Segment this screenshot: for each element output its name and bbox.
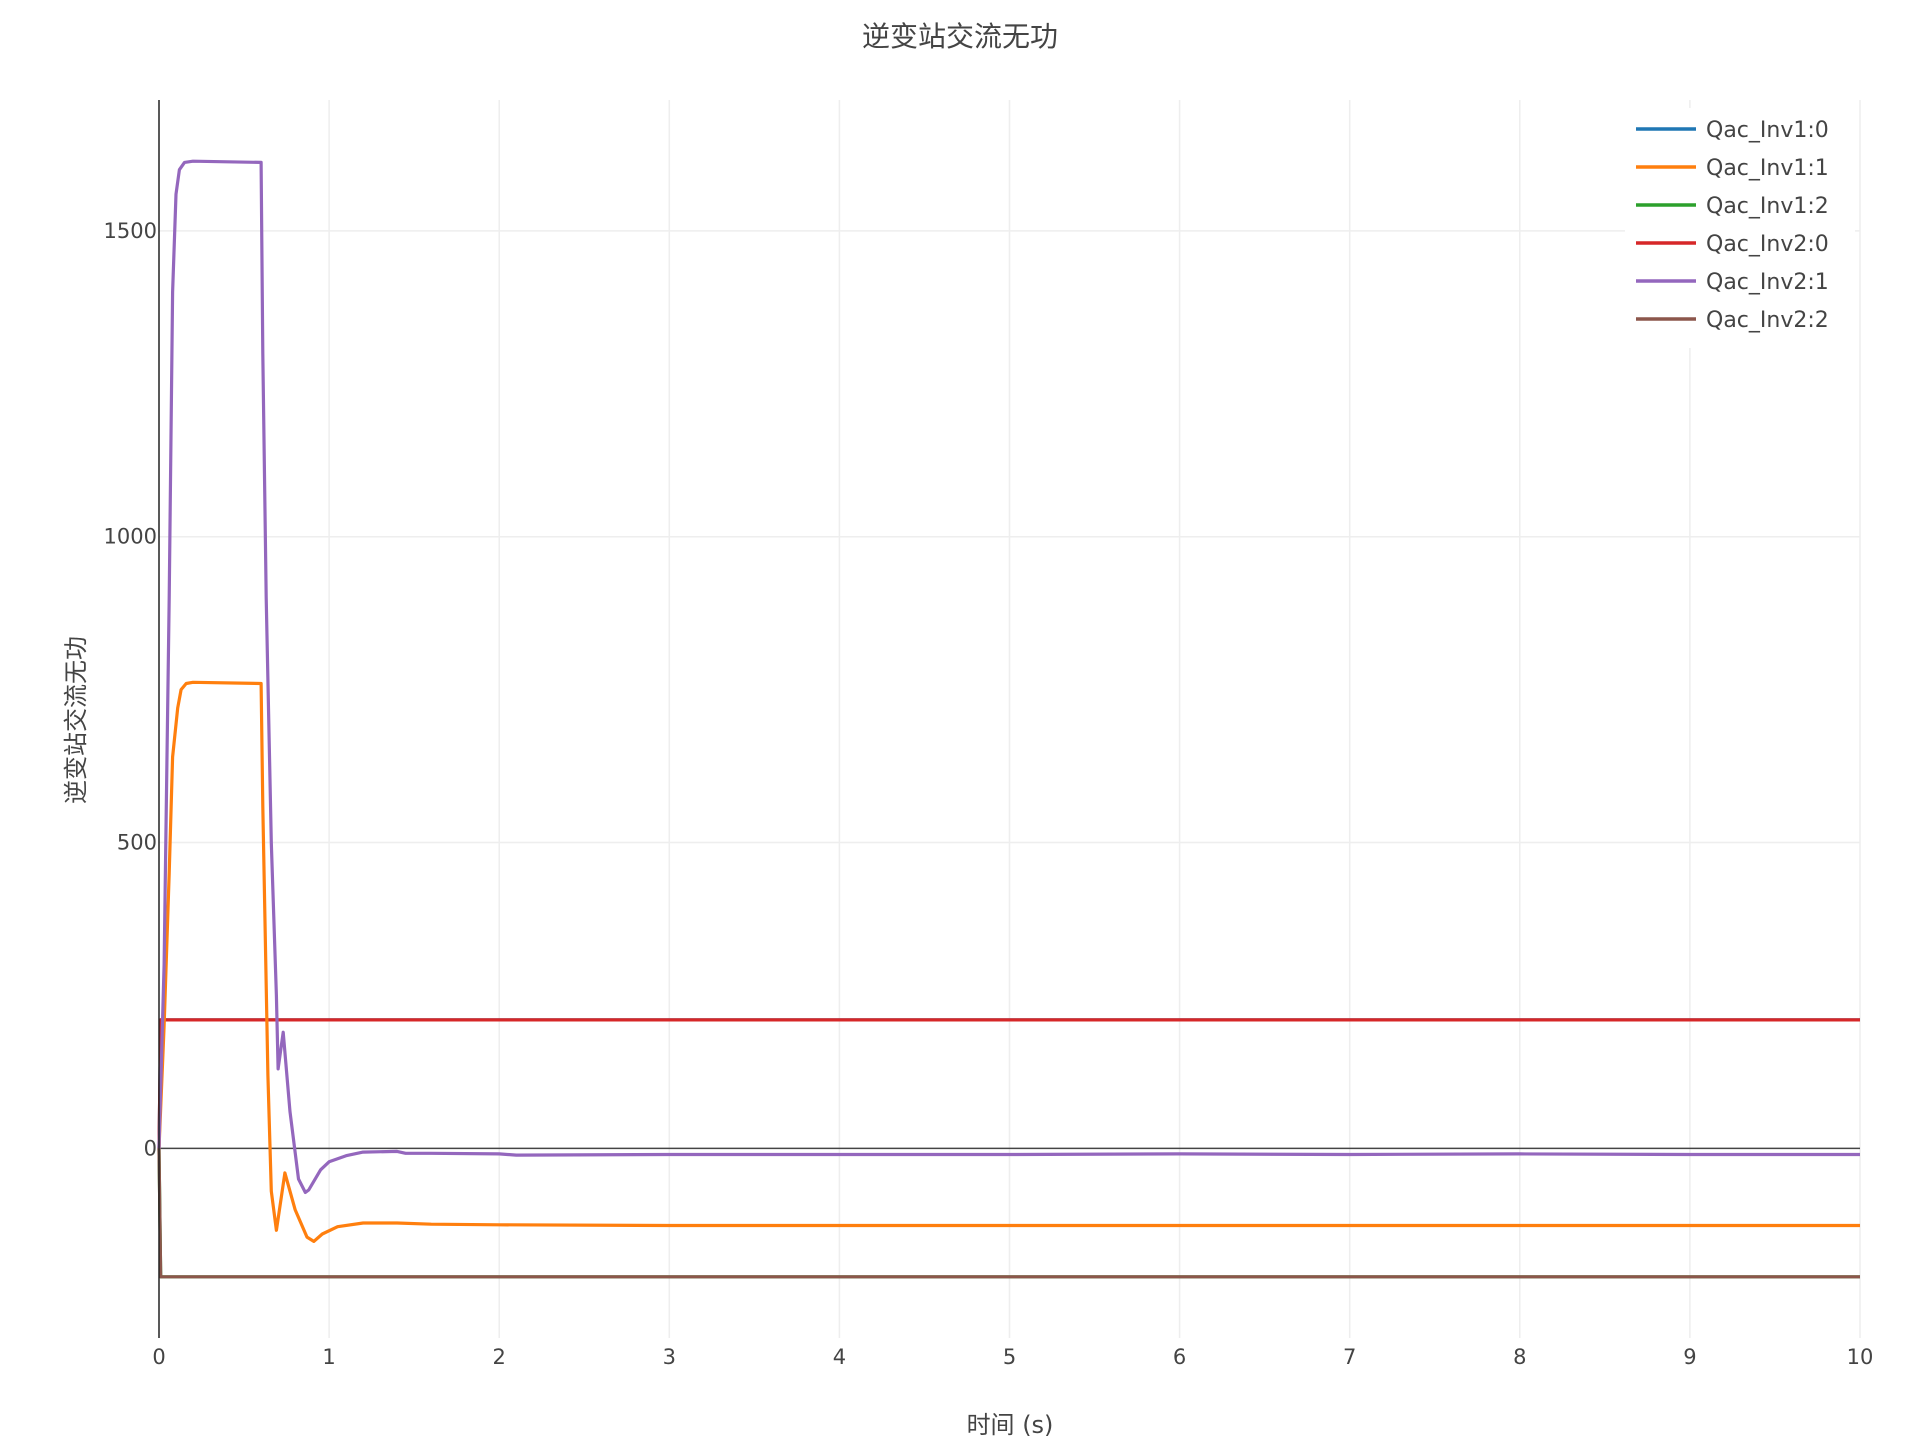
legend-label: Qac_Inv2:1 xyxy=(1706,270,1829,295)
legend-label: Qac_Inv2:0 xyxy=(1706,232,1829,257)
y-tick-label: 0 xyxy=(144,1136,157,1160)
x-tick-label: 10 xyxy=(1847,1345,1874,1369)
chart-title: 逆变站交流无功 xyxy=(862,20,1058,53)
legend-label: Qac_Inv1:0 xyxy=(1706,118,1829,143)
x-tick-label: 0 xyxy=(152,1345,165,1369)
x-tick-label: 8 xyxy=(1513,1345,1526,1369)
legend: Qac_Inv1:0 Qac_Inv1:1 Qac_Inv1:2 Qac_Inv2:0… xyxy=(1625,108,1855,348)
series-line-qac-inv1-1 xyxy=(157,680,1860,1243)
legend-background xyxy=(1625,108,1855,348)
x-tick-label: 6 xyxy=(1173,1345,1186,1369)
y-tick-label: 1500 xyxy=(104,219,157,243)
x-tick-label: 5 xyxy=(1003,1345,1016,1369)
x-axis-title: 时间 (s) xyxy=(967,1411,1054,1439)
legend-label: Qac_Inv1:1 xyxy=(1706,156,1829,181)
x-tick-label: 4 xyxy=(833,1345,846,1369)
series-line-qac-inv2-1 xyxy=(157,159,1860,1194)
x-tick-label: 9 xyxy=(1683,1345,1696,1369)
x-tick-label: 1 xyxy=(322,1345,335,1369)
x-tick-label: 3 xyxy=(663,1345,676,1369)
y-tick-label: 1000 xyxy=(104,525,157,549)
y-tick-label: 500 xyxy=(117,831,157,855)
x-tick-label: 2 xyxy=(493,1345,506,1369)
gridlines xyxy=(159,100,1861,1338)
y-axis-title: 逆变站交流无功 xyxy=(62,636,90,804)
x-tick-label: 7 xyxy=(1343,1345,1356,1369)
legend-label: Qac_Inv2:2 xyxy=(1706,308,1829,333)
tick-labels: 0 1 2 3 4 5 6 7 8 9 10 0 500 1000 1500 xyxy=(104,219,1874,1369)
legend-label: Qac_Inv1:2 xyxy=(1706,194,1829,219)
